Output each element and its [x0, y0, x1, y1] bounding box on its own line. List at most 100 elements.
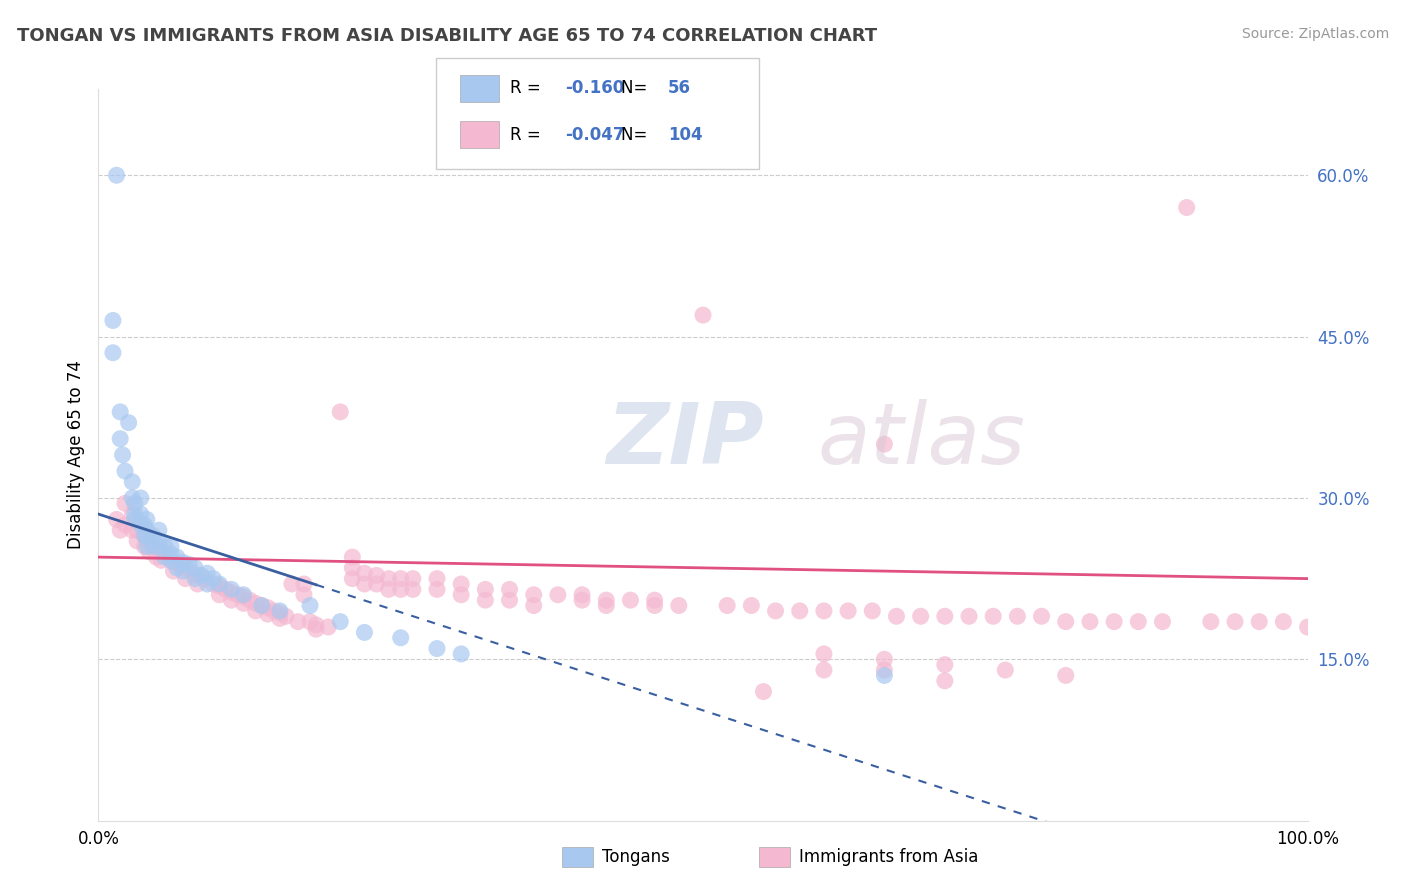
Point [813, 663, 835, 677]
Point [166, 561, 188, 575]
Point [426, 641, 449, 656]
Text: atlas: atlas [818, 399, 1026, 482]
Point [498, 593, 520, 607]
Point [221, 593, 243, 607]
Point [873, 663, 896, 677]
Point [108, 523, 131, 537]
Text: -0.160: -0.160 [565, 79, 624, 97]
Point [981, 609, 1004, 624]
Point [150, 553, 173, 567]
Point [299, 615, 322, 629]
Point [135, 528, 157, 542]
Point [595, 599, 617, 613]
Point [292, 588, 315, 602]
Point [145, 539, 167, 553]
Point [934, 673, 956, 688]
Point [114, 496, 136, 510]
Point [716, 599, 738, 613]
Point [121, 491, 143, 505]
Point [523, 588, 546, 602]
Point [353, 566, 375, 581]
Point [813, 647, 835, 661]
Y-axis label: Disability Age 65 to 74: Disability Age 65 to 74 [66, 360, 84, 549]
Point [214, 582, 236, 597]
Text: N=: N= [621, 126, 652, 144]
Point [329, 405, 352, 419]
Point [114, 464, 136, 478]
Point [187, 577, 209, 591]
Point [860, 604, 883, 618]
Point [1031, 609, 1053, 624]
Point [121, 475, 143, 489]
Point [269, 611, 291, 625]
Point [232, 590, 254, 604]
Point [108, 432, 131, 446]
Point [765, 604, 787, 618]
Point [789, 604, 811, 618]
Point [402, 582, 425, 597]
Point [692, 308, 714, 322]
Point [160, 539, 183, 553]
Point [121, 507, 143, 521]
Point [208, 577, 231, 591]
Point [195, 577, 218, 591]
Point [181, 566, 204, 581]
Point [245, 596, 267, 610]
Point [1152, 615, 1174, 629]
Text: Tongans: Tongans [602, 848, 669, 866]
Point [135, 512, 157, 526]
Text: ZIP: ZIP [606, 399, 763, 482]
Point [127, 523, 149, 537]
Point [162, 556, 184, 570]
Point [269, 604, 291, 618]
Point [250, 599, 273, 613]
Point [377, 572, 399, 586]
Text: N=: N= [621, 79, 652, 97]
Point [172, 564, 194, 578]
Point [1296, 620, 1319, 634]
Point [208, 579, 231, 593]
Point [1054, 615, 1077, 629]
Point [1175, 201, 1198, 215]
Point [202, 572, 225, 586]
Point [157, 550, 180, 565]
Point [226, 588, 249, 602]
Text: R =: R = [510, 126, 547, 144]
Point [342, 572, 364, 586]
Point [523, 599, 546, 613]
Point [179, 558, 201, 572]
Point [740, 599, 762, 613]
Point [135, 523, 157, 537]
Point [426, 572, 449, 586]
Point [187, 568, 209, 582]
Point [389, 572, 412, 586]
Point [148, 533, 170, 548]
Point [124, 496, 146, 510]
Point [184, 561, 207, 575]
Point [162, 564, 184, 578]
Point [1054, 668, 1077, 682]
Point [114, 517, 136, 532]
Point [256, 607, 278, 621]
Point [232, 588, 254, 602]
Point [129, 491, 152, 505]
Point [274, 609, 297, 624]
Point [292, 577, 315, 591]
Point [305, 622, 328, 636]
Point [174, 572, 197, 586]
Point [752, 684, 775, 698]
Point [1128, 615, 1150, 629]
Point [101, 313, 124, 327]
Point [150, 545, 173, 559]
Point [221, 582, 243, 597]
Point [138, 533, 160, 548]
Point [299, 599, 322, 613]
Point [142, 539, 165, 553]
Point [105, 168, 128, 182]
Point [619, 593, 641, 607]
Point [1007, 609, 1029, 624]
Point [202, 577, 225, 591]
Text: R =: R = [510, 79, 547, 97]
Point [571, 588, 593, 602]
Text: TONGAN VS IMMIGRANTS FROM ASIA DISABILITY AGE 65 TO 74 CORRELATION CHART: TONGAN VS IMMIGRANTS FROM ASIA DISABILIT… [17, 27, 877, 45]
